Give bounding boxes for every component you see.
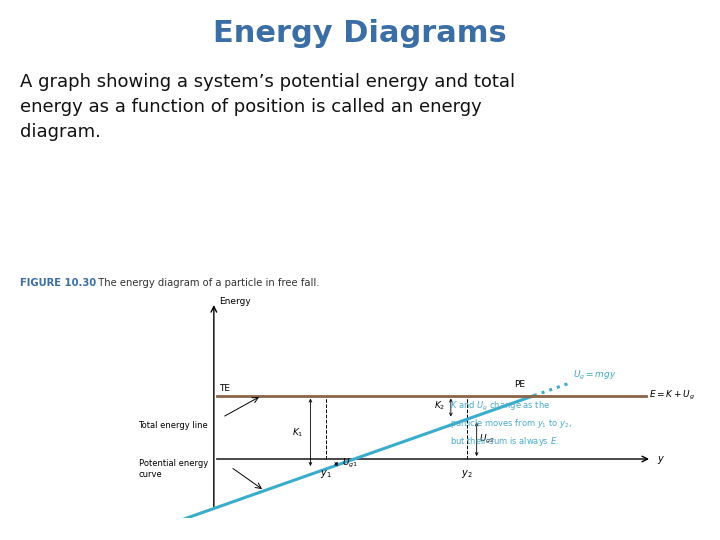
Text: $K$ and $U_g$ change as the
particle moves from $y_1$ to $y_2$,
but their sum is: $K$ and $U_g$ change as the particle mov… (450, 400, 572, 448)
Text: A graph showing a system’s potential energy and total
energy as a function of po: A graph showing a system’s potential ene… (20, 73, 516, 141)
Text: The energy diagram of a particle in free fall.: The energy diagram of a particle in free… (92, 278, 320, 288)
Text: $y_1$: $y_1$ (320, 468, 332, 480)
Text: $y_2$: $y_2$ (461, 468, 472, 480)
Text: Total energy line: Total energy line (138, 421, 208, 430)
Text: Energy: Energy (220, 297, 251, 306)
Text: PE: PE (514, 380, 526, 389)
Text: $U_g = mgy$: $U_g = mgy$ (573, 369, 617, 382)
Text: $U_{g1}$: $U_{g1}$ (342, 457, 358, 470)
Text: $K_2$: $K_2$ (434, 399, 445, 412)
Text: $K_1$: $K_1$ (292, 426, 304, 438)
Text: $E = K + U_g$: $E = K + U_g$ (649, 389, 695, 402)
Text: TE: TE (220, 383, 230, 393)
Text: Potential energy
curve: Potential energy curve (139, 459, 208, 478)
Text: FIGURE 10.30: FIGURE 10.30 (20, 278, 96, 288)
Text: y: y (657, 454, 663, 464)
Text: $U_{g2}$: $U_{g2}$ (480, 433, 495, 446)
Text: Energy Diagrams: Energy Diagrams (213, 19, 507, 48)
